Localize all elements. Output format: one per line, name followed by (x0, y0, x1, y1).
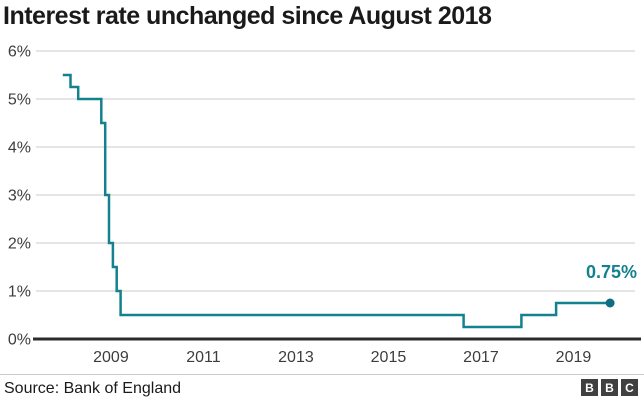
source-label: Source: Bank of England (4, 380, 182, 397)
x-tick-label: 2011 (186, 349, 221, 366)
y-tick-label: 0% (8, 332, 31, 349)
end-value-label: 0.75% (585, 262, 637, 282)
y-tick-label: 6% (8, 44, 31, 61)
bbc-logo-letter: B (581, 379, 598, 396)
bbc-logo-letter: C (621, 379, 638, 396)
bbc-logo-letter: B (601, 379, 618, 396)
end-point-dot (605, 298, 615, 308)
x-tick-label: 2013 (278, 349, 314, 366)
y-tick-label: 5% (8, 92, 31, 109)
y-tick-label: 3% (8, 188, 31, 205)
y-tick-label: 1% (8, 284, 31, 301)
x-tick-label: 2015 (371, 349, 407, 366)
chart-svg: 6% 5% 4% 3% 2% 1% 0% 2009 2011 2013 2015 2017 2019 (8, 44, 641, 366)
chart-title: Interest rate unchanged since August 201… (3, 2, 492, 30)
footer-divider (0, 374, 644, 375)
y-tick-label: 2% (8, 236, 31, 253)
x-tick-label: 2009 (93, 349, 129, 366)
y-tick-label: 4% (8, 140, 31, 157)
x-tick-label: 2019 (556, 349, 592, 366)
rate-step-line (62, 73, 611, 329)
x-tick-label: 2017 (463, 349, 499, 366)
bbc-logo: B B C (581, 379, 638, 396)
